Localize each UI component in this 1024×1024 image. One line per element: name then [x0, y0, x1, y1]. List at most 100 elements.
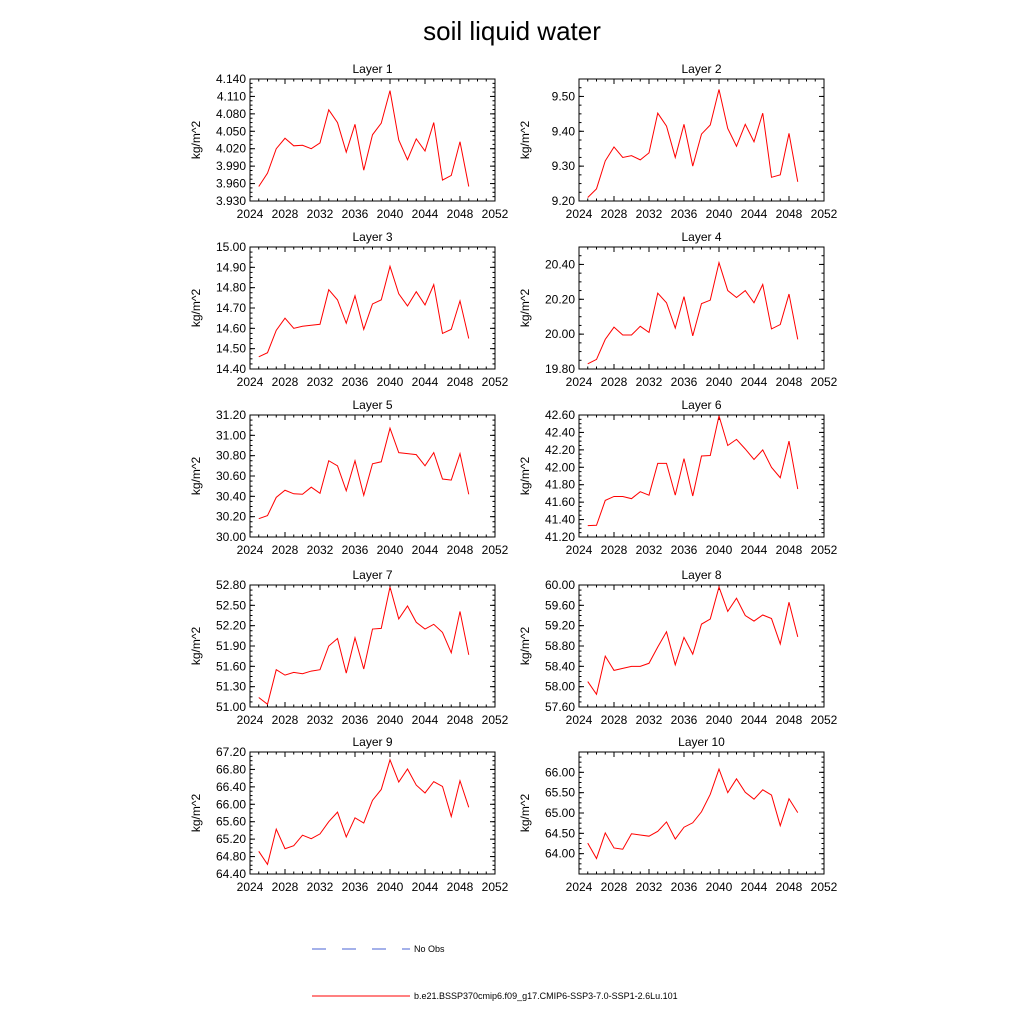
layer-2-xtick-label: 2028 [601, 207, 628, 221]
layer-4-xtick-label: 2036 [671, 375, 698, 389]
layer-7-xtick-label: 2032 [307, 713, 334, 727]
layer-9-frame [249, 751, 496, 875]
layer-8-ytick-label: 59.20 [545, 619, 575, 633]
layer-4-ytick-label: 20.40 [545, 257, 575, 271]
layer-6-panel: Layer 6 2024 2028 2032 2036 2040 2044 2048 2052 4… [518, 398, 838, 557]
layer-2-ytick-label: 9.30 [552, 159, 576, 173]
layer-10-ytick-label: 64.50 [545, 826, 575, 840]
layer-8-xtick-label: 2028 [601, 713, 628, 727]
layer-6-xtick-label: 2024 [566, 543, 593, 557]
layer-4-ytick-label: 20.00 [545, 327, 575, 341]
layer-10-xtick-label: 2044 [741, 880, 768, 894]
layer-10-ytick-label: 64.00 [545, 847, 575, 861]
layer-2-xtick-label: 2024 [566, 207, 593, 221]
layer-9-xtick-label: 2044 [412, 880, 439, 894]
layer-9-series-line [258, 758, 470, 866]
layer-5-ytick-label: 30.80 [216, 449, 246, 463]
layer-1-xtick-label: 2048 [447, 207, 474, 221]
layer-9-title: Layer 9 [352, 735, 392, 749]
layer-6-series-line [587, 415, 799, 527]
layer-6-xtick-label: 2052 [811, 543, 838, 557]
layer-6-ytick-label: 42.00 [545, 460, 575, 474]
layer-5-ytick-label: 30.00 [216, 530, 246, 544]
layer-4-xtick-label: 2044 [741, 375, 768, 389]
layer-9-xtick-label: 2028 [272, 880, 299, 894]
layer-1-series-line [258, 90, 470, 187]
layer-7-title: Layer 7 [352, 568, 392, 582]
layer-5-xtick-label: 2048 [447, 543, 474, 557]
layer-1-ytick-label: 3.960 [216, 177, 246, 191]
layer-4-title: Layer 4 [681, 230, 721, 244]
layer-8-ytick-label: 58.40 [545, 659, 575, 673]
layer-3-title: Layer 3 [352, 230, 392, 244]
layer-6-xtick-label: 2040 [706, 543, 733, 557]
layer-5-ytick-label: 30.60 [216, 469, 246, 483]
layer-3-ytick-label: 15.00 [216, 240, 246, 254]
layer-5-ytick-label: 31.20 [216, 408, 246, 422]
layer-2-title: Layer 2 [681, 62, 721, 76]
layer-7-panel: Layer 7 2024 2028 2032 2036 2040 2044 2048 2052 5… [189, 568, 509, 727]
layer-4-series-line [587, 260, 799, 365]
layer-3-series-line [258, 264, 470, 358]
layer-7-ytick-label: 51.90 [216, 639, 246, 653]
layer-10-xtick-label: 2036 [671, 880, 698, 894]
layer-1-xtick-label: 2028 [272, 207, 299, 221]
layer-5-ytick-label: 30.40 [216, 489, 246, 503]
layer-10-frame [578, 751, 825, 875]
layer-6-ytick-label: 41.20 [545, 530, 575, 544]
layer-10-ytick-label: 65.50 [545, 786, 575, 800]
layer-6-ylabel: kg/m^2 [518, 457, 532, 496]
layer-8-ytick-label: 60.00 [545, 578, 575, 592]
layer-8-series-line [587, 585, 799, 696]
layer-1-ytick-label: 3.990 [216, 159, 246, 173]
layer-7-ytick-label: 52.20 [216, 619, 246, 633]
layer-10-title: Layer 10 [678, 735, 725, 749]
layer-3-xtick-label: 2044 [412, 375, 439, 389]
layer-3-ylabel: kg/m^2 [189, 289, 203, 328]
layer-5-ylabel: kg/m^2 [189, 457, 203, 496]
layer-10-xtick-label: 2028 [601, 880, 628, 894]
layer-3-ytick-label: 14.40 [216, 362, 246, 376]
layer-6-xtick-label: 2028 [601, 543, 628, 557]
layer-2-ytick-label: 9.40 [552, 124, 576, 138]
layer-1-xtick-label: 2024 [237, 207, 264, 221]
layer-2-xtick-label: 2048 [776, 207, 803, 221]
layer-5-xtick-label: 2040 [377, 543, 404, 557]
layer-1-ytick-label: 3.930 [216, 194, 246, 208]
layer-5-title: Layer 5 [352, 398, 392, 412]
layer-4-xtick-label: 2032 [636, 375, 663, 389]
layer-7-frame [249, 584, 496, 708]
layer-7-ytick-label: 51.30 [216, 680, 246, 694]
layer-4-frame [578, 246, 825, 370]
layer-3-ytick-label: 14.80 [216, 281, 246, 295]
layer-3-xtick-label: 2040 [377, 375, 404, 389]
layer-7-xtick-label: 2040 [377, 713, 404, 727]
layer-2-xtick-label: 2044 [741, 207, 768, 221]
layer-9-ytick-label: 66.80 [216, 762, 246, 776]
layer-9-xtick-label: 2036 [342, 880, 369, 894]
layer-2-series-line [587, 89, 799, 198]
layer-8-xtick-label: 2052 [811, 713, 838, 727]
layer-9-ytick-label: 64.40 [216, 867, 246, 881]
legend-model-label: b.e21.BSSP370cmip6.f09_g17.CMIP6-SSP3-7.… [414, 991, 678, 1001]
layer-2-xtick-label: 2052 [811, 207, 838, 221]
layer-9-xtick-label: 2052 [482, 880, 509, 894]
layer-9-ytick-label: 65.20 [216, 832, 246, 846]
layer-1-ylabel: kg/m^2 [189, 121, 203, 160]
layer-5-xtick-label: 2044 [412, 543, 439, 557]
layer-7-xtick-label: 2024 [237, 713, 264, 727]
layer-8-xtick-label: 2032 [636, 713, 663, 727]
layer-6-ytick-label: 41.60 [545, 495, 575, 509]
layer-9-xtick-label: 2040 [377, 880, 404, 894]
layer-10-xtick-label: 2052 [811, 880, 838, 894]
layer-5-frame [249, 414, 496, 538]
layer-1-ytick-label: 4.080 [216, 107, 246, 121]
legend-obs-label: No Obs [414, 944, 445, 954]
layer-2-xtick-label: 2036 [671, 207, 698, 221]
layer-5-xtick-label: 2024 [237, 543, 264, 557]
layer-8-ytick-label: 59.60 [545, 598, 575, 612]
layer-1-xtick-label: 2052 [482, 207, 509, 221]
layer-2-ytick-label: 9.50 [552, 89, 576, 103]
layer-7-ytick-label: 51.60 [216, 659, 246, 673]
